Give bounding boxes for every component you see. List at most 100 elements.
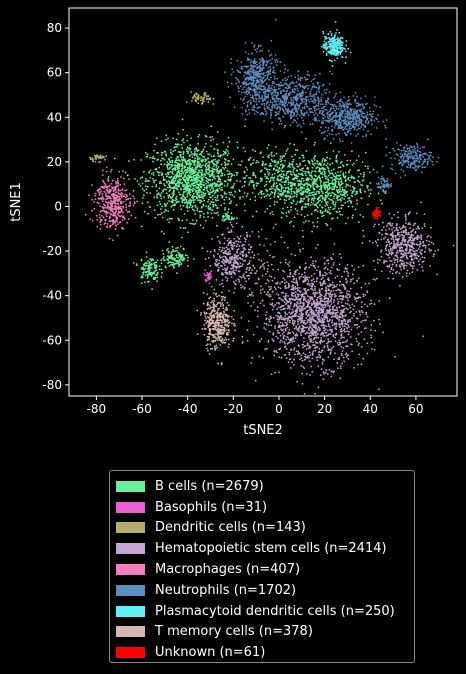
data-point (146, 275, 149, 278)
data-point (328, 208, 331, 211)
data-point (285, 211, 288, 214)
data-point (378, 300, 381, 302)
data-point (201, 164, 204, 167)
data-point (132, 195, 135, 198)
data-point (205, 170, 207, 173)
data-point (286, 190, 289, 193)
data-point (156, 280, 159, 283)
data-point (286, 275, 289, 278)
data-point (327, 181, 330, 184)
data-point (204, 269, 207, 272)
data-point (204, 94, 207, 97)
data-point (319, 312, 322, 314)
data-point (304, 268, 306, 270)
data-point (206, 274, 208, 277)
data-point (291, 280, 293, 283)
data-point (289, 170, 291, 173)
data-point (311, 370, 314, 373)
data-point (370, 329, 372, 331)
data-point (162, 257, 165, 260)
data-point (346, 297, 349, 299)
data-point (217, 155, 220, 158)
data-point (232, 269, 235, 271)
data-point (278, 356, 281, 358)
data-point (170, 164, 173, 166)
data-point (181, 118, 184, 121)
data-point (178, 265, 181, 268)
data-point (341, 350, 344, 352)
data-point (207, 94, 209, 97)
data-point (331, 283, 334, 286)
data-point (353, 296, 356, 299)
data-point (409, 263, 412, 266)
data-point (284, 353, 286, 356)
data-point (279, 287, 282, 290)
data-point (333, 299, 335, 302)
data-point (159, 180, 162, 183)
data-point (259, 289, 262, 292)
data-point (280, 298, 283, 301)
data-point (144, 185, 147, 188)
data-point (271, 160, 274, 163)
data-point (227, 183, 229, 185)
data-point (345, 179, 347, 182)
data-point (321, 314, 324, 317)
data-point (214, 204, 217, 206)
data-point (243, 192, 246, 194)
data-point (287, 301, 290, 303)
data-point (169, 170, 172, 173)
data-point (335, 157, 338, 159)
data-point (374, 268, 377, 271)
data-point (246, 231, 248, 234)
data-point (370, 302, 373, 305)
data-point (341, 275, 343, 278)
data-point (330, 298, 333, 301)
data-point (335, 323, 338, 325)
data-point (198, 199, 201, 202)
data-point (171, 217, 174, 220)
data-point (341, 341, 344, 344)
data-point (412, 224, 415, 227)
data-point (269, 162, 272, 165)
data-point (228, 231, 231, 234)
data-point (316, 311, 319, 314)
data-point (276, 188, 279, 191)
data-point (262, 156, 265, 159)
data-point (340, 337, 342, 340)
data-point (344, 302, 347, 305)
data-point (247, 295, 249, 298)
data-point (196, 160, 199, 163)
data-point (302, 154, 304, 157)
data-point (294, 271, 297, 273)
data-point (217, 172, 220, 175)
data-point (176, 145, 178, 148)
data-point (424, 245, 427, 247)
data-point (194, 157, 196, 160)
data-point (294, 337, 297, 339)
data-point (325, 186, 327, 189)
data-point (319, 274, 321, 277)
data-point (182, 159, 185, 162)
data-point (333, 304, 336, 307)
data-point (163, 211, 166, 213)
data-point (312, 198, 315, 200)
data-point (176, 249, 178, 252)
data-point (314, 320, 317, 323)
data-point (153, 157, 156, 160)
data-point (280, 190, 283, 193)
data-point (345, 277, 347, 280)
data-point (273, 354, 276, 357)
data-point (212, 168, 215, 171)
data-point (233, 259, 236, 262)
data-point (286, 336, 289, 339)
data-point (200, 177, 203, 180)
data-point (143, 210, 146, 213)
data-point (228, 290, 231, 292)
data-point (203, 199, 206, 202)
data-point (229, 172, 232, 175)
data-point (167, 172, 170, 175)
data-point (213, 165, 215, 168)
data-point (223, 219, 225, 222)
data-point (267, 173, 270, 176)
data-point (289, 298, 291, 301)
